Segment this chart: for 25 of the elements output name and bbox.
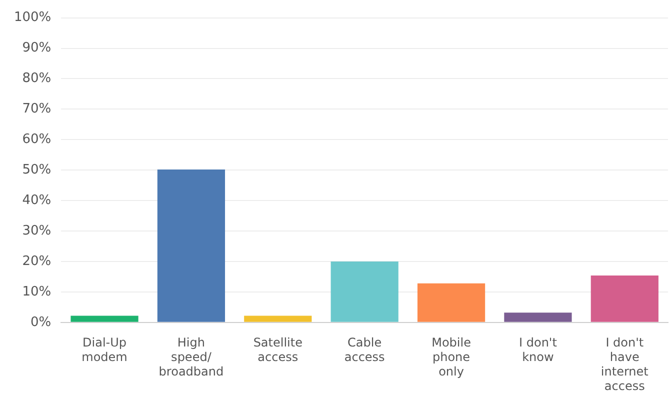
bar xyxy=(504,312,572,322)
x-tick-label: Dial-Up modem xyxy=(82,336,128,364)
y-tick-label: 40% xyxy=(22,192,52,208)
y-tick-label: 70% xyxy=(22,102,52,117)
bar xyxy=(70,316,138,322)
y-tick-label: 20% xyxy=(22,254,52,269)
y-tick-label: 10% xyxy=(22,284,52,300)
bar xyxy=(157,169,226,322)
x-tick-label: I don't have internet access xyxy=(600,336,649,393)
y-tick-label: 0% xyxy=(30,314,52,330)
y-tick-label: 50% xyxy=(22,162,52,178)
bar xyxy=(590,275,658,322)
bar xyxy=(244,316,312,322)
y-tick-label: 90% xyxy=(22,40,52,56)
bar xyxy=(417,283,486,322)
y-tick-label: 100% xyxy=(14,10,52,26)
y-tick-label: 30% xyxy=(22,223,52,238)
x-tick-label: Satellite access xyxy=(253,336,302,364)
x-tick-label: I don't know xyxy=(519,336,558,364)
x-tick-label: Cable access xyxy=(344,336,385,364)
bar xyxy=(330,261,398,322)
y-tick-label: 60% xyxy=(22,132,52,148)
y-tick-label: 80% xyxy=(22,71,52,86)
x-tick-label: High speed/broadband xyxy=(158,336,224,379)
x-tick-label: Mobile phone only xyxy=(432,336,471,379)
